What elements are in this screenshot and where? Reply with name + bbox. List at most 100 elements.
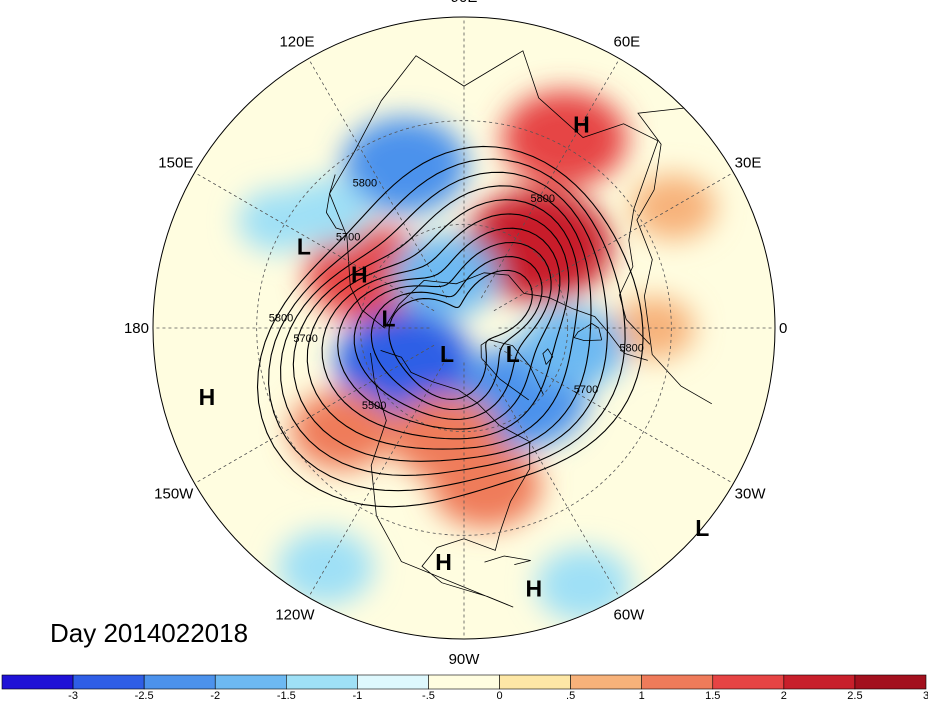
low-pressure-label: L [695,515,709,541]
longitude-label: 120W [275,607,315,624]
colorbar-segment [712,674,785,690]
height-contour [256,145,644,508]
contour-label: 5700 [574,384,598,396]
longitude-label: 0 [779,320,787,337]
colorbar: -3 -2.5 -2 -1.5 -1 -.5 0 .5 1 1.5 2 2.5 3 [1,674,928,702]
height-contour [353,241,552,420]
colorbar-tick-label: -2 [210,690,220,702]
meridian-line [480,58,620,299]
colorbar-tick-label: -1.5 [277,690,296,702]
height-contour [337,227,561,430]
anomaly-blob [519,306,627,389]
high-pressure-label: H [435,549,452,575]
contour-label: 5700 [336,232,360,244]
meridian-line [493,344,734,484]
low-pressure-label: L [506,341,520,367]
anomaly-blob [502,90,627,187]
colorbar-tick-label: .5 [566,690,575,702]
longitude-label: 150E [158,155,193,172]
low-pressure-label: L [297,233,311,259]
anomaly-blob [631,174,716,240]
colorbar-segment [72,674,145,690]
meridian-line [194,172,435,312]
contour-label: 5800 [619,343,643,355]
anomaly-blob [237,189,320,253]
map-boundary [152,16,776,640]
anomaly-blob [431,443,542,528]
colorbar-tick-label: -.5 [422,690,435,702]
contour-label: 5700 [293,333,317,345]
map-disk [153,17,775,639]
graticule [153,17,775,639]
anomaly-blob [336,310,473,415]
colorbar-segment [428,674,500,690]
meridian-line [308,58,448,299]
coastline [325,174,344,231]
anomaly-blob [464,189,612,303]
colorbar-segment [143,674,216,690]
colorbar-segment [854,674,927,690]
anomaly-blob [391,235,499,318]
anomaly-blob [290,390,394,470]
low-pressure-label: L [382,306,396,332]
meridian-line [493,172,734,312]
latitude-circle [359,223,569,433]
longitude-label: 60E [614,33,641,50]
height-contour [370,256,543,411]
longitude-label: 180 [124,320,149,337]
coastline [370,350,531,608]
colorbar-segment [570,674,642,690]
longitude-label: 120E [279,33,314,50]
colorbar-segment [1,674,74,690]
high-pressure-label: H [199,384,216,410]
height-contour [268,158,626,492]
coastline [573,323,603,342]
longitude-label: 30W [735,486,767,503]
colorbar-tick-label: 3 [923,690,928,702]
anomaly-blob [613,296,695,360]
meridian-line [194,344,435,484]
coastline [484,555,531,565]
meridian-line [308,357,448,598]
longitude-label: 30E [735,155,762,172]
map-title: Day 2014022018 [50,618,249,648]
height-contours [256,145,644,508]
colorbar-tick-label: -2.5 [135,690,154,702]
longitude-label: 150W [154,486,194,503]
anomaly-blob [535,548,632,622]
contour-label: 5800 [353,177,377,189]
colorbar-tick-label: 1 [639,690,645,702]
contour-label: 5800 [530,193,554,205]
high-pressure-label: H [525,575,542,601]
colorbar-segment [783,674,856,690]
height-contour [321,213,570,440]
colorbar-tick-label: -3 [68,690,78,702]
high-pressure-label: H [351,262,368,288]
longitude-label: 90W [449,651,481,668]
high-pressure-label: H [573,112,590,138]
colorbar-tick-label: 1.5 [705,690,720,702]
colorbar-segment [214,674,287,690]
height-contour [292,185,592,462]
height-contour [388,269,533,400]
colorbar-segment [499,674,571,690]
longitude-label: 90E [451,0,478,6]
colorbar-segment [641,674,714,690]
longitude-labels: 90E 60E 30E 0 30W 60W 90W 120W 150W 180 150E 120E [124,0,787,668]
meridian-line [480,357,620,598]
longitude-label: 60W [614,607,646,624]
colorbar-tick-label: 2 [781,690,787,702]
latitude-circle [256,120,672,536]
height-contour [306,199,580,450]
low-pressure-label: L [440,341,454,367]
colorbar-segment [357,674,429,690]
coastline [329,50,659,361]
colorbar-tick-label: 0 [496,690,502,702]
contour-label: 5800 [269,313,293,325]
colorbar-segment [286,674,358,690]
colorbar-tick-label: -1 [352,690,362,702]
height-contour [280,171,608,476]
